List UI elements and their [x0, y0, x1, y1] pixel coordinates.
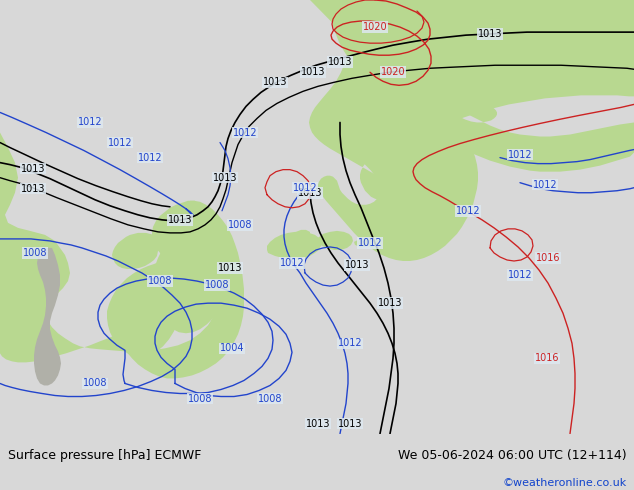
Polygon shape [153, 201, 221, 313]
Polygon shape [107, 233, 180, 356]
Text: 1013: 1013 [217, 263, 242, 273]
Polygon shape [318, 97, 478, 261]
Text: 1012: 1012 [508, 270, 533, 280]
Polygon shape [267, 232, 321, 259]
Text: 1008: 1008 [148, 276, 172, 286]
Text: 1008: 1008 [23, 248, 48, 258]
Text: 1004: 1004 [220, 343, 244, 353]
Text: 1008: 1008 [228, 220, 252, 230]
Text: 1013: 1013 [262, 77, 287, 87]
Polygon shape [309, 0, 634, 200]
Text: 1013: 1013 [298, 188, 322, 198]
Polygon shape [0, 0, 244, 378]
Text: 1012: 1012 [293, 183, 317, 193]
Text: 1013: 1013 [21, 184, 45, 194]
Text: 1013: 1013 [306, 418, 330, 429]
Text: 1008: 1008 [188, 393, 212, 404]
Text: 1013: 1013 [345, 260, 369, 270]
Text: 1012: 1012 [78, 118, 102, 127]
Polygon shape [163, 201, 230, 333]
Polygon shape [310, 0, 634, 172]
Text: 1012: 1012 [138, 152, 162, 163]
Polygon shape [294, 230, 310, 237]
Text: 1016: 1016 [536, 253, 560, 263]
Text: 1008: 1008 [83, 378, 107, 389]
Polygon shape [354, 240, 368, 247]
Text: 1012: 1012 [280, 258, 304, 268]
Text: 1013: 1013 [378, 298, 402, 308]
Text: Surface pressure [hPa] ECMWF: Surface pressure [hPa] ECMWF [8, 448, 201, 462]
Text: 1012: 1012 [338, 338, 362, 348]
Text: 1013: 1013 [21, 164, 45, 173]
Polygon shape [34, 248, 61, 386]
Text: 1012: 1012 [233, 127, 257, 138]
Text: 1013: 1013 [338, 418, 362, 429]
Text: 1012: 1012 [456, 206, 481, 216]
Text: 1008: 1008 [205, 280, 230, 290]
Polygon shape [317, 231, 353, 250]
Text: 1012: 1012 [358, 238, 382, 248]
Text: 1020: 1020 [380, 67, 405, 77]
Text: 1020: 1020 [363, 22, 387, 32]
Text: 1012: 1012 [508, 149, 533, 160]
Text: We 05-06-2024 06:00 UTC (12+114): We 05-06-2024 06:00 UTC (12+114) [398, 448, 626, 462]
Text: 1008: 1008 [258, 393, 282, 404]
Text: 1013: 1013 [301, 67, 325, 77]
Text: 1013: 1013 [213, 172, 237, 183]
Text: 1016: 1016 [534, 353, 559, 364]
Text: 1013: 1013 [328, 57, 353, 67]
Text: 1013: 1013 [168, 215, 192, 225]
Text: 1012: 1012 [108, 138, 133, 147]
Text: ©weatheronline.co.uk: ©weatheronline.co.uk [502, 478, 626, 488]
Text: 1013: 1013 [478, 29, 502, 39]
Text: 1012: 1012 [533, 180, 557, 190]
